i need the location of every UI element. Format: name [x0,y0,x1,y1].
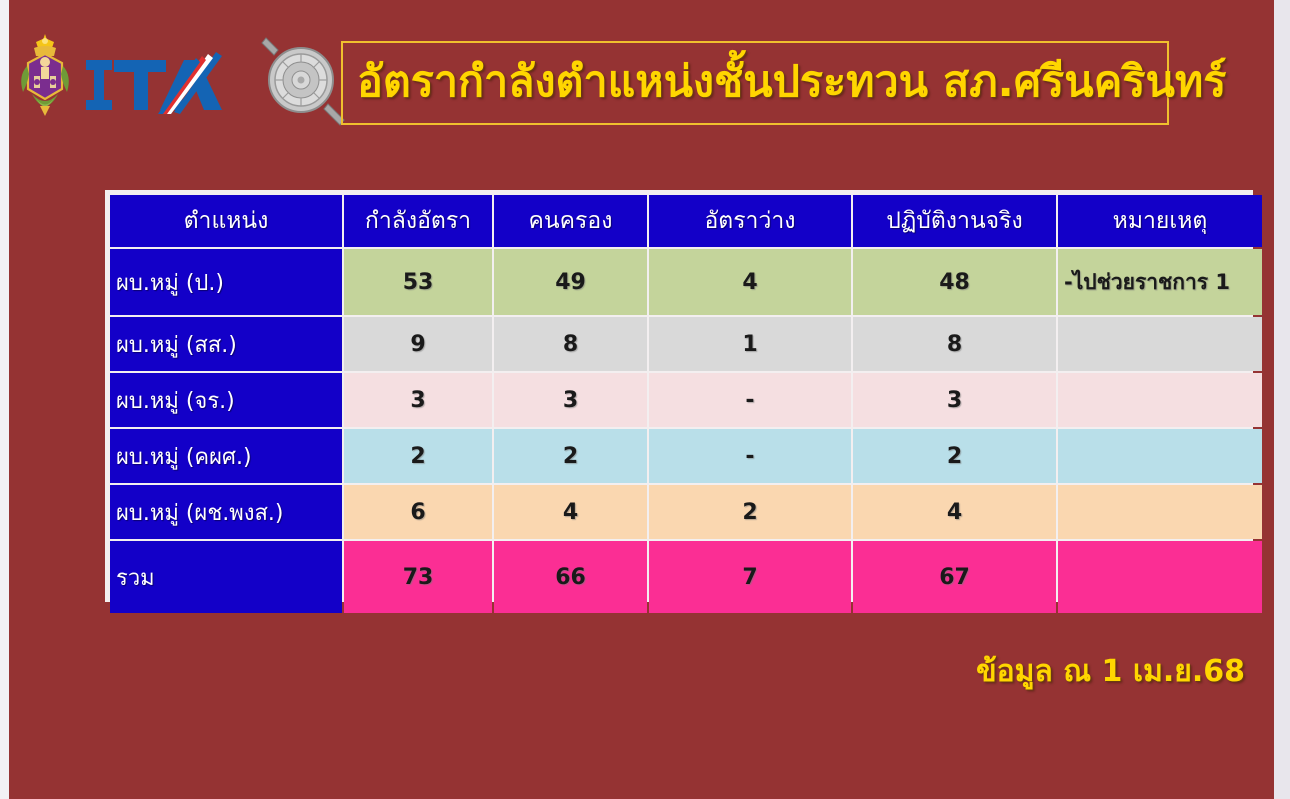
slide-right-edge [1274,0,1290,799]
table-row: ผบ.หมู่ (ผช.พงส.) 6 4 2 4 [110,485,1262,539]
cell-position: ผบ.หมู่ (คผศ.) [110,429,342,483]
cell-note [1058,429,1262,483]
cell-filled-total: 66 [494,541,647,613]
cell-vacant: - [649,429,851,483]
cell-vacant: 1 [649,317,851,371]
table-header-row: ตำแหน่ง กำลังอัตรา คนครอง อัตราว่าง ปฏิบ… [110,195,1262,247]
table-row: ผบ.หมู่ (จร.) 3 3 - 3 [110,373,1262,427]
table-row: ผบ.หมู่ (ป.) 53 49 4 48 -ไปช่วยราชการ 1 [110,249,1262,315]
column-header-filled: คนครอง [494,195,647,247]
column-header-actual: ปฏิบัติงานจริง [853,195,1056,247]
cell-filled: 2 [494,429,647,483]
slide-title-box: อัตรากำลังตำแหน่งชั้นประทวน สภ.ศรีนครินท… [341,41,1226,125]
cell-actual-total: 67 [853,541,1056,613]
cell-authorized: 3 [344,373,492,427]
police-shield-emblem-icon [261,37,345,126]
table-row: ผบ.หมู่ (สส.) 9 8 1 8 [110,317,1262,371]
cell-vacant-total: 7 [649,541,851,613]
cell-position: ผบ.หมู่ (ป.) [110,249,342,315]
cell-authorized: 6 [344,485,492,539]
page-title: อัตรากำลังตำแหน่งชั้นประทวน สภ.ศรีนครินท… [357,57,1227,108]
table-row-total: รวม 73 66 7 67 [110,541,1262,613]
cell-note-total [1058,541,1262,613]
cell-actual: 8 [853,317,1056,371]
cell-actual: 2 [853,429,1056,483]
table-row: ผบ.หมู่ (คผศ.) 2 2 - 2 [110,429,1262,483]
cell-filled: 4 [494,485,647,539]
cell-note [1058,485,1262,539]
cell-filled: 49 [494,249,647,315]
column-header-authorized: กำลังอัตรา [344,195,492,247]
staffing-table: ตำแหน่ง กำลังอัตรา คนครอง อัตราว่าง ปฏิบ… [108,193,1264,615]
cell-vacant: 4 [649,249,851,315]
cell-position: ผบ.หมู่ (สส.) [110,317,342,371]
column-header-vacant: อัตราว่าง [649,195,851,247]
cell-actual: 3 [853,373,1056,427]
cell-filled: 8 [494,317,647,371]
cell-position-total: รวม [110,541,342,613]
staffing-table-container: ตำแหน่ง กำลังอัตรา คนครอง อัตราว่าง ปฏิบ… [105,190,1262,613]
slide-left-edge [0,0,9,799]
cell-note [1058,317,1262,371]
column-header-position: ตำแหน่ง [110,195,342,247]
cell-authorized: 53 [344,249,492,315]
cell-vacant: 2 [649,485,851,539]
royal-thai-police-garuda-icon [21,34,69,116]
cell-position: ผบ.หมู่ (จร.) [110,373,342,427]
column-header-note: หมายเหตุ [1058,195,1262,247]
cell-position: ผบ.หมู่ (ผช.พงส.) [110,485,342,539]
cell-vacant: - [649,373,851,427]
ita-logo-icon [86,52,222,114]
cell-actual: 4 [853,485,1056,539]
data-as-of-label: ข้อมูล ณ 1 เม.ย.68 [976,654,1245,689]
cell-filled: 3 [494,373,647,427]
cell-authorized: 2 [344,429,492,483]
cell-note: -ไปช่วยราชการ 1 [1058,249,1262,315]
cell-note [1058,373,1262,427]
cell-authorized: 9 [344,317,492,371]
cell-authorized-total: 73 [344,541,492,613]
cell-actual: 48 [853,249,1056,315]
